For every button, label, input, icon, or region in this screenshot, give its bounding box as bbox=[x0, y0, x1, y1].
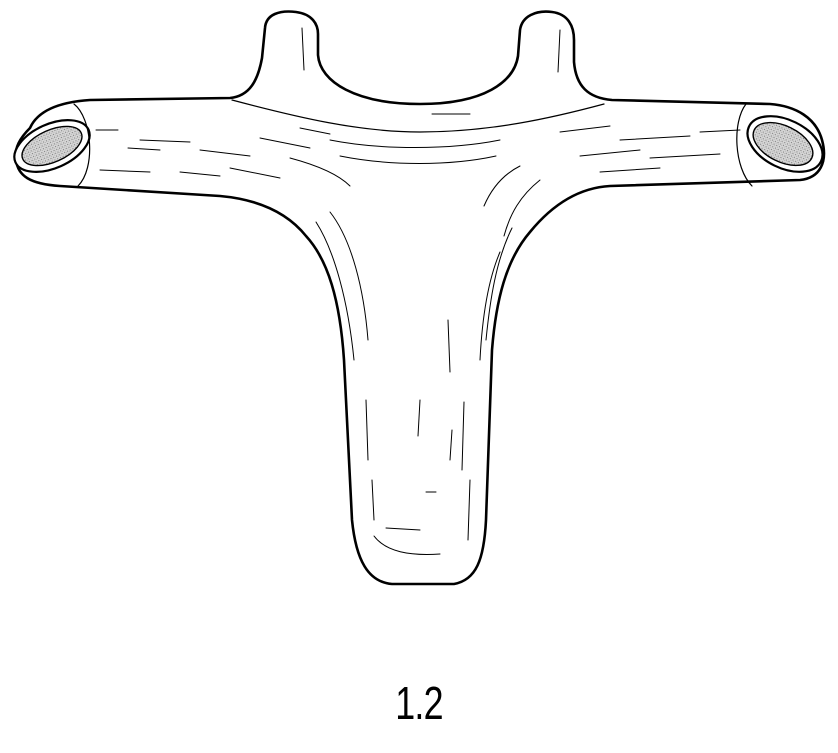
figure-number-label: 1.2 bbox=[92, 676, 746, 730]
nasal-cannula-body-outline bbox=[16, 12, 824, 584]
